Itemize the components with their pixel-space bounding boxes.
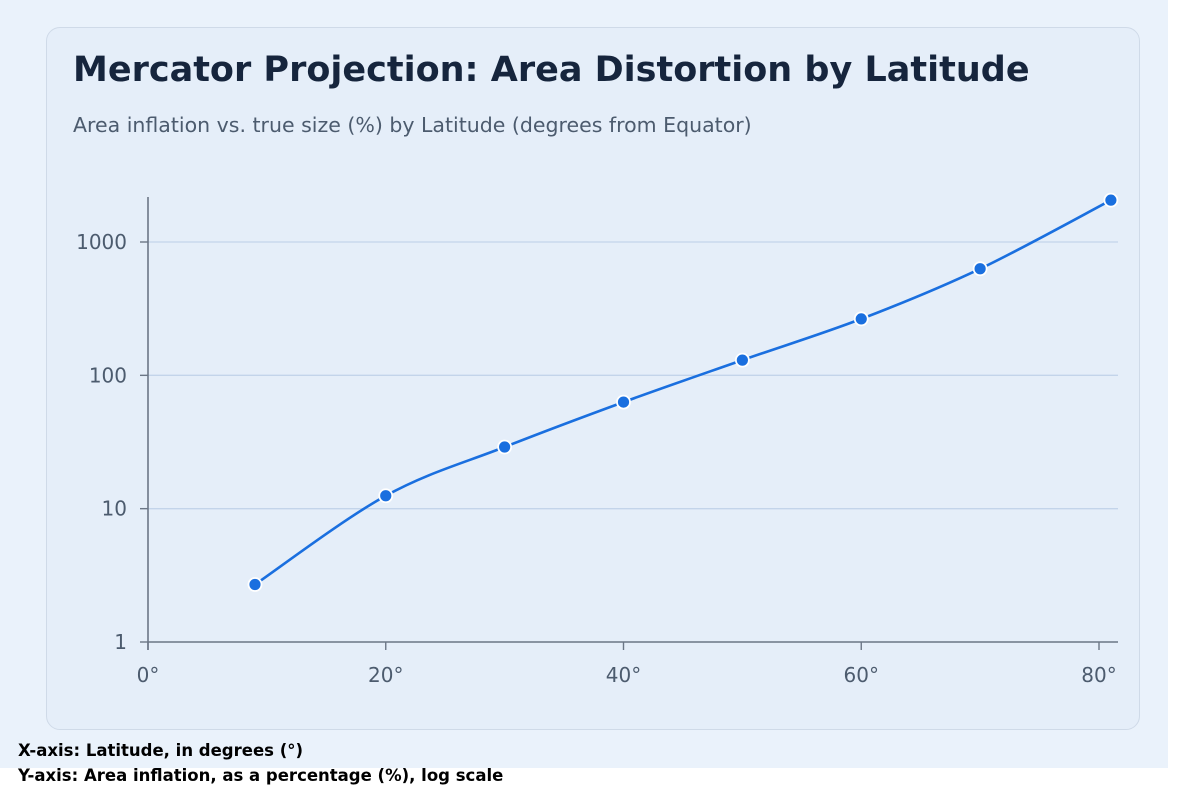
chart-subtitle: Area inflation vs. true size (%) by Lati…	[73, 113, 752, 137]
y-axis-footnote: Y-axis: Area inflation, as a percentage …	[18, 766, 504, 785]
data-point	[616, 394, 631, 410]
data-point	[853, 311, 869, 327]
chart-title: Mercator Projection: Area Distortion by …	[73, 50, 1030, 90]
data-point	[247, 577, 263, 592]
data-point	[497, 439, 513, 455]
y-tick-label: 1000	[76, 230, 127, 254]
x-tick-label: 20°	[368, 663, 403, 687]
x-tick-label: 0°	[137, 663, 160, 687]
chart-card	[46, 27, 1140, 730]
y-tick-label: 10	[102, 497, 127, 521]
x-tick-label: 40°	[606, 663, 641, 687]
data-point	[972, 261, 988, 277]
data-point	[1103, 192, 1119, 208]
data-point	[734, 352, 750, 368]
y-tick-label: 100	[89, 363, 127, 387]
x-tick-label: 60°	[844, 663, 879, 687]
x-tick-label: 80°	[1081, 663, 1116, 687]
y-tick-label: 1	[114, 630, 127, 654]
x-axis-footnote: X-axis: Latitude, in degrees (°)	[18, 741, 304, 760]
data-point	[378, 488, 394, 504]
series-line	[254, 199, 1112, 586]
